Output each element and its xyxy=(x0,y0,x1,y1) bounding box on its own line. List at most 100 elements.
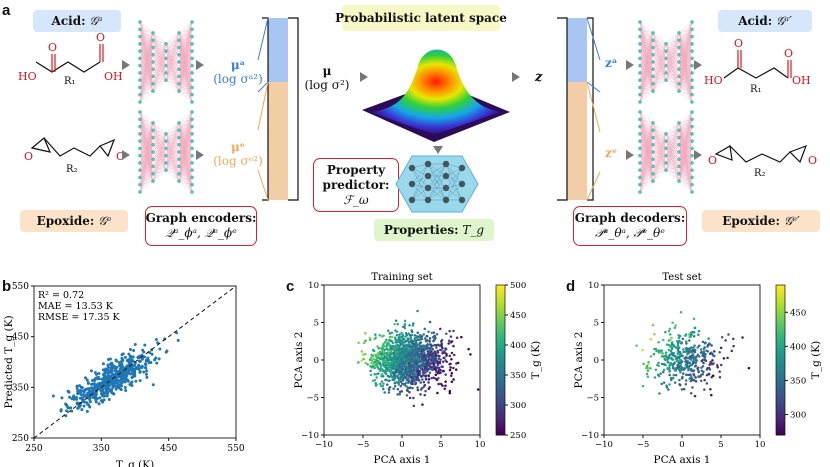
data-point xyxy=(414,364,418,368)
data-point xyxy=(684,356,688,359)
data-point xyxy=(362,353,365,356)
data-point xyxy=(663,363,667,366)
data-point xyxy=(706,345,709,348)
colorbar-segment xyxy=(496,392,505,396)
y-tick-label: 350 xyxy=(12,383,29,393)
data-point xyxy=(406,353,409,357)
data-point xyxy=(689,392,693,395)
data-point xyxy=(111,365,115,369)
colorbar-segment xyxy=(496,337,505,341)
data-point xyxy=(649,337,653,341)
data-point xyxy=(410,330,414,334)
data-point xyxy=(67,390,71,394)
network-node xyxy=(138,49,142,53)
network-node xyxy=(677,45,681,50)
data-point xyxy=(396,374,400,377)
data-point xyxy=(432,353,435,356)
data-point xyxy=(397,383,401,386)
network-node xyxy=(651,157,655,162)
network-node xyxy=(638,168,642,172)
colorbar-segment xyxy=(496,345,505,348)
properties-symbol: T_g xyxy=(462,223,485,237)
data-point xyxy=(59,409,63,413)
network-node xyxy=(164,56,168,61)
network-node xyxy=(190,139,194,143)
network-node xyxy=(190,117,194,122)
colorbar-tick-label: 400 xyxy=(790,342,806,352)
data-point xyxy=(673,354,676,358)
colorbar-segment xyxy=(496,357,505,361)
colorbar-label: T_g (K) xyxy=(810,341,822,379)
data-point xyxy=(662,381,666,384)
data-point xyxy=(423,327,426,331)
stat-annotation: MAE = 13.53 K xyxy=(38,301,114,312)
chart-d-test-set: Test set −10 −5 0 5 10 −10 −5 0 5 10 PCA axis 1 PCA … xyxy=(573,272,822,466)
data-point xyxy=(360,350,364,353)
data-point xyxy=(373,373,376,376)
colorbar-segment xyxy=(496,295,505,298)
data-point xyxy=(123,355,127,359)
data-point xyxy=(388,369,392,373)
data-point xyxy=(133,374,137,378)
colorbar-segment xyxy=(496,415,505,418)
data-point xyxy=(360,359,363,362)
data-point xyxy=(428,320,432,324)
network-node xyxy=(690,63,694,68)
data-point xyxy=(693,348,697,352)
colorbar-segment xyxy=(776,320,785,323)
network-node xyxy=(164,146,168,151)
colorbar-segment xyxy=(776,317,785,321)
colorbar-segment xyxy=(776,292,785,296)
data-point xyxy=(82,404,86,408)
network-node xyxy=(164,71,168,75)
data-point xyxy=(418,333,422,337)
predictor-node xyxy=(458,196,466,204)
data-point xyxy=(722,357,726,360)
data-point xyxy=(668,373,671,377)
data-point xyxy=(456,361,460,365)
epoxide-in-R2: R₂ xyxy=(66,164,78,175)
data-point xyxy=(65,409,69,413)
network-node xyxy=(664,71,668,75)
network-node xyxy=(177,74,181,79)
data-point xyxy=(120,359,124,363)
data-point xyxy=(674,345,677,349)
data-point xyxy=(444,384,447,388)
data-point xyxy=(142,350,146,354)
data-point xyxy=(391,378,394,382)
data-point xyxy=(398,369,401,372)
data-point xyxy=(678,383,681,386)
data-point xyxy=(416,360,420,364)
network-node xyxy=(664,49,668,53)
data-point xyxy=(429,351,433,355)
data-point xyxy=(452,344,455,348)
data-point xyxy=(401,337,405,341)
data-point xyxy=(403,322,407,326)
data-point xyxy=(647,360,650,364)
network-node xyxy=(138,85,142,90)
colorbar-segment xyxy=(776,402,785,406)
data-point xyxy=(635,344,638,347)
data-point xyxy=(382,387,385,391)
data-point xyxy=(440,343,443,347)
data-point xyxy=(452,378,455,381)
data-point xyxy=(399,355,402,358)
colorbar-segment xyxy=(776,307,785,311)
data-point xyxy=(460,335,463,339)
data-point xyxy=(128,368,132,372)
plot-frame xyxy=(33,285,237,439)
data-point xyxy=(402,325,405,329)
data-point xyxy=(91,386,95,390)
data-point xyxy=(407,361,411,365)
data-point xyxy=(131,370,135,374)
data-point xyxy=(687,367,690,370)
data-point xyxy=(430,356,434,360)
data-point xyxy=(68,395,72,399)
data-point xyxy=(375,376,378,379)
data-point xyxy=(673,361,676,365)
data-point xyxy=(663,357,666,361)
network-node xyxy=(651,135,655,140)
data-point xyxy=(646,375,650,378)
data-point xyxy=(688,339,691,342)
data-point xyxy=(134,379,138,383)
